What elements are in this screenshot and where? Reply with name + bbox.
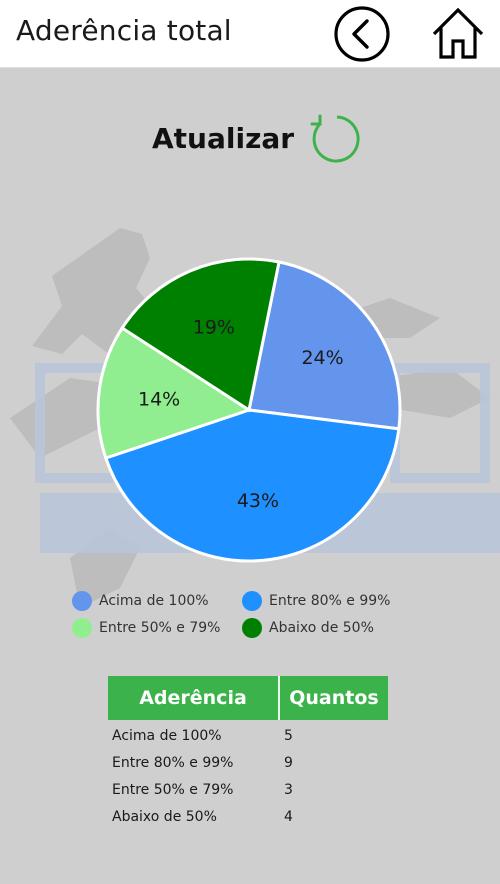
pie-slice[interactable] [96,325,253,460]
refresh-button[interactable] [306,110,364,168]
pie-data-label: 14% [138,389,180,411]
pie-slice[interactable] [120,257,281,413]
table-row: Entre 50% e 79% 3 [108,776,388,803]
pie-data-label: 19% [193,316,235,338]
table-header: Aderência Quantos [108,676,388,720]
header-divider [278,676,280,720]
chevron-left-circle-icon [334,6,390,62]
legend-marker [242,618,262,638]
legend-item: Acima de 100% [72,590,209,612]
column-header-quantos: Quantos [280,676,388,720]
legend-label: Entre 80% e 99% [269,593,391,609]
cell-count: 3 [284,781,293,798]
column-header-aderencia: Aderência [108,676,278,720]
cell-category: Entre 50% e 79% [112,781,234,798]
pie-data-label: 24% [301,347,343,369]
refresh-icon [310,114,360,163]
home-icon [432,7,484,59]
back-button[interactable] [334,6,390,62]
cell-category: Entre 80% e 99% [112,754,234,771]
legend-marker [72,591,92,611]
pie-slice[interactable] [103,408,401,563]
table-row: Entre 80% e 99% 9 [108,749,388,776]
cell-count: 9 [284,754,293,771]
cell-category: Acima de 100% [112,727,222,744]
adherence-table: Aderência Quantos Acima de 100% 5 Entre … [108,676,388,830]
pie-chart: 24% 43% 14% 19% [96,257,402,563]
legend-label: Abaixo de 50% [269,620,374,636]
legend-item: Entre 50% e 79% [72,617,220,639]
page-title: Aderência total [16,14,232,47]
legend-label: Entre 50% e 79% [99,620,221,636]
legend-item: Abaixo de 50% [242,617,374,639]
table-row: Acima de 100% 5 [108,722,388,749]
refresh-label[interactable]: Atualizar [152,122,295,155]
legend-marker [242,591,262,611]
cell-count: 5 [284,727,293,744]
cell-category: Abaixo de 50% [112,808,217,825]
main-content: Atualizar 24% 43% 14% 19% Acima de 100% Ent… [0,68,500,884]
legend-marker [72,618,92,638]
home-button[interactable] [430,6,486,62]
legend-label: Acima de 100% [99,593,209,609]
pie-data-label: 43% [237,490,279,512]
table-row: Abaixo de 50% 4 [108,803,388,830]
app-header: Aderência total [0,0,500,68]
pie-slice[interactable] [247,260,402,431]
cell-count: 4 [284,808,293,825]
legend-item: Entre 80% e 99% [242,590,390,612]
